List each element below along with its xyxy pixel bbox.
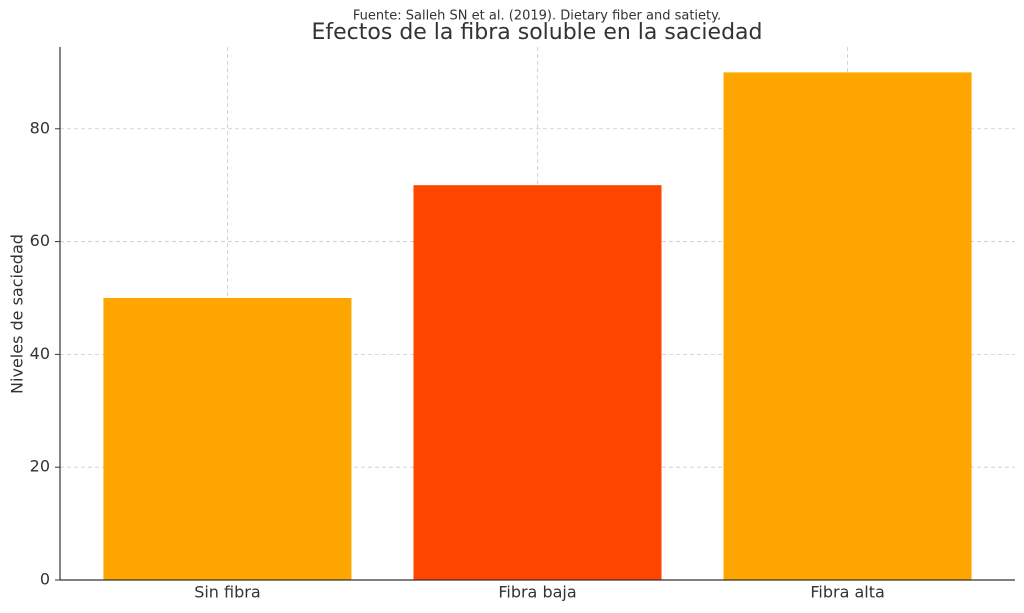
y-tick-label: 0 (40, 570, 50, 589)
bar (723, 72, 972, 580)
chart-subtitle: Fuente: Salleh SN et al. (2019). Dietary… (353, 9, 721, 24)
y-tick-label: 20 (30, 457, 50, 476)
x-tick-label: Fibra baja (498, 583, 576, 602)
y-tick-label: 80 (30, 118, 50, 137)
y-tick-label: 40 (30, 344, 50, 363)
y-tick-label: 60 (30, 231, 50, 250)
x-tick-label: Sin fibra (194, 583, 260, 602)
y-axis-label: Niveles de saciedad (8, 234, 27, 394)
bar (103, 297, 352, 580)
x-tick-label: Fibra alta (810, 583, 884, 602)
chart-title: Efectos de la fibra soluble en la sacied… (312, 20, 763, 45)
plot (103, 72, 972, 580)
bar (413, 185, 662, 580)
